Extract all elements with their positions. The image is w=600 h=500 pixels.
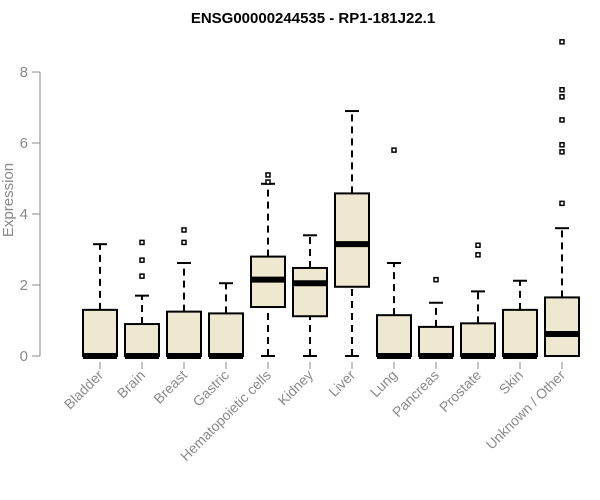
x-category-label: Lung (367, 367, 400, 400)
x-category-label: Bladder (61, 367, 107, 413)
x-category-label: Brain (114, 367, 148, 401)
box-body (544, 296, 580, 357)
y-tick-label: 8 (20, 64, 28, 81)
box-kidney (292, 234, 328, 357)
outlier-point (139, 239, 145, 246)
box-prostate (460, 242, 496, 359)
outlier-point (139, 273, 145, 279)
box-body (82, 308, 118, 358)
outlier-point (139, 257, 145, 263)
outlier-point (559, 117, 565, 123)
box-gastric (208, 282, 244, 359)
box-breast (166, 227, 202, 359)
x-category-label: Liver (325, 367, 358, 400)
outlier-point (559, 142, 565, 148)
box-body (334, 192, 370, 288)
x-category-label: Unknown / Other (483, 367, 569, 453)
outlier-point (559, 39, 565, 45)
y-tick-label: 6 (20, 135, 28, 152)
x-category-label: Kidney (275, 367, 317, 409)
outlier-point (475, 242, 481, 248)
box-hematopoietic-cells (250, 172, 286, 357)
outlier-point (181, 227, 187, 233)
outlier-point (391, 147, 397, 153)
outlier-point (559, 200, 565, 207)
box-body (376, 314, 412, 357)
outlier-point (559, 94, 565, 100)
box-body (418, 325, 454, 358)
y-tick-label: 4 (20, 206, 28, 223)
outlier-point (559, 149, 565, 155)
chart-title: ENSG00000244535 - RP1-181J22.1 (191, 10, 435, 27)
boxes (82, 39, 580, 359)
outlier-point (475, 252, 481, 258)
x-category-label: Skin (496, 367, 527, 398)
y-tick-label: 2 (20, 277, 28, 294)
y-axis: 0 2 4 6 8 (20, 64, 41, 365)
box-body (208, 312, 244, 357)
box-bladder (82, 243, 118, 359)
outlier-point (265, 179, 271, 185)
box-skin (502, 279, 538, 359)
box-body (502, 308, 538, 358)
box-body (166, 310, 202, 357)
outlier-point (433, 276, 439, 283)
y-axis-label: Expression (0, 163, 17, 237)
x-category-label: Pancreas (389, 367, 442, 420)
box-body (460, 322, 496, 357)
outlier-point (181, 239, 187, 246)
box-brain (124, 239, 160, 359)
box-lung (376, 147, 412, 359)
box-unknown-other (544, 39, 580, 357)
x-category-label: Prostate (436, 367, 484, 415)
box-body (124, 323, 160, 357)
outlier-point (265, 172, 271, 178)
box-pancreas (418, 276, 454, 359)
box-body (292, 266, 328, 318)
outlier-point (559, 87, 565, 93)
y-tick-label: 0 (20, 348, 28, 365)
x-category-label: Breast (150, 367, 190, 407)
box-liver (334, 110, 370, 357)
